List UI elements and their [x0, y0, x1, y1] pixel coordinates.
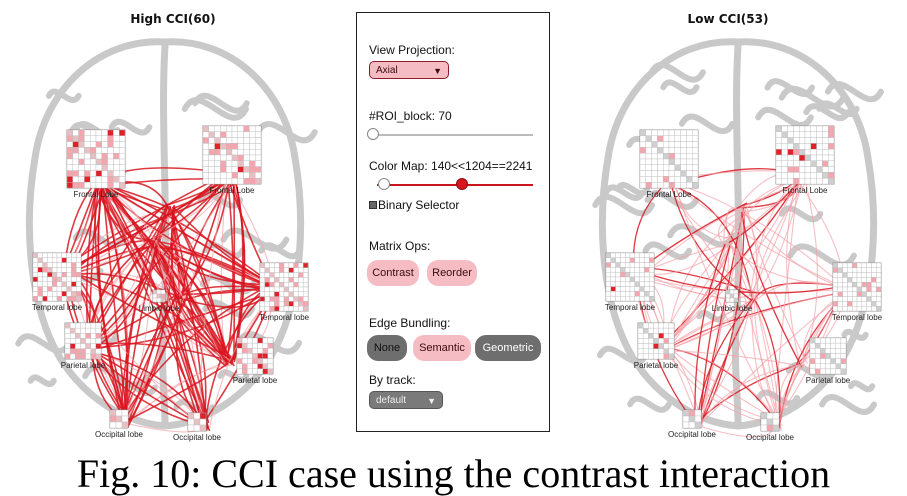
roi-matrix-parietal-l[interactable]: Parietal lobe: [634, 322, 679, 370]
semantic-button[interactable]: Semantic: [413, 335, 471, 361]
roi-matrix-occipital-r[interactable]: Occipital lobe: [173, 412, 222, 442]
matrix-label: Frontal Lobe: [647, 190, 692, 199]
contrast-button[interactable]: Contrast: [367, 260, 419, 286]
geometric-button[interactable]: Geometric: [475, 335, 541, 361]
matrix-label: Occipital lobe: [746, 433, 795, 442]
matrix-label: Occipital lobe: [668, 430, 717, 439]
roi-matrix-temporal-r[interactable]: Temporal lobe: [832, 262, 883, 322]
matrix-label: Temporal lobe: [605, 303, 656, 312]
color-map-slider[interactable]: [377, 184, 533, 186]
roi-matrix-parietal-r[interactable]: Parietal lobe: [233, 337, 278, 385]
matrix-ops-label: Matrix Ops:: [369, 239, 431, 253]
matrix-label: Frontal Lobe: [210, 186, 255, 195]
view-projection-value: Axial: [376, 65, 398, 76]
roi-matrix-parietal-r[interactable]: Parietal lobe: [806, 337, 851, 385]
roi-matrix-occipital-l[interactable]: Occipital lobe: [668, 409, 717, 439]
left-brain-view[interactable]: Frontal Lobe Frontal Lobe Temporal lobe Tem…: [5, 28, 330, 448]
matrix-label: Occipital lobe: [95, 430, 144, 439]
roi-matrix-parietal-l[interactable]: Parietal lobe: [61, 322, 106, 370]
view-projection-select[interactable]: Axial ▼: [369, 61, 449, 79]
roi-matrix-frontal-l[interactable]: Frontal Lobe: [66, 129, 126, 199]
roi-matrix-occipital-l[interactable]: Occipital lobe: [95, 409, 144, 439]
roi-matrix-temporal-l[interactable]: Temporal lobe: [605, 252, 656, 312]
roi-matrix-frontal-r[interactable]: Frontal Lobe: [775, 125, 835, 195]
matrix-label: Frontal Lobe: [783, 186, 828, 195]
brain-diagram: Frontal Lobe Frontal Lobe Temporal lobe Tem…: [15, 38, 318, 442]
matrix-label: Parietal lobe: [61, 361, 106, 370]
left-panel-title: High CCI(60): [130, 12, 216, 26]
roi-block-slider[interactable]: [369, 134, 533, 136]
color-map-high-handle[interactable]: [456, 178, 469, 190]
roi-matrix-limbic[interactable]: Limbic lobe: [712, 289, 753, 313]
by-track-select[interactable]: default ▼: [369, 391, 443, 409]
roi-matrix-limbic[interactable]: Limbic lobe: [139, 289, 180, 313]
roi-matrix-frontal-r[interactable]: Frontal Lobe: [202, 125, 262, 195]
reorder-button[interactable]: Reorder: [427, 260, 477, 286]
control-panel: View Projection: Axial ▼ #ROI_block: 70 …: [356, 12, 550, 432]
matrix-label: Parietal lobe: [233, 376, 278, 385]
by-track-label: By track:: [369, 373, 416, 387]
by-track-value: default: [376, 395, 407, 406]
roi-matrix-temporal-r[interactable]: Temporal lobe: [259, 262, 310, 322]
edge-bundling-label: Edge Bundling:: [369, 316, 451, 330]
roi-block-slider-handle[interactable]: [367, 128, 379, 140]
matrix-label: Frontal Lobe: [74, 190, 119, 199]
matrix-label: Temporal lobe: [832, 313, 883, 322]
none-button[interactable]: None: [367, 335, 407, 361]
right-panel-title: Low CCI(53): [687, 12, 769, 26]
binary-selector-checkbox[interactable]: [369, 201, 377, 209]
matrix-label: Limbic lobe: [712, 304, 753, 313]
figure-caption: Fig. 10: CCI case using the contrast int…: [76, 451, 831, 496]
roi-matrix-frontal-l[interactable]: Frontal Lobe: [639, 129, 699, 199]
matrix-label: Parietal lobe: [634, 361, 679, 370]
right-brain-view[interactable]: Frontal Lobe Frontal Lobe Temporal lobe Tem…: [578, 28, 903, 448]
matrix-label: Limbic lobe: [139, 304, 180, 313]
matrix-label: Temporal lobe: [32, 303, 83, 312]
roi-matrix-occipital-r[interactable]: Occipital lobe: [746, 412, 795, 442]
roi-block-label: #ROI_block: 70: [369, 109, 452, 123]
matrix-label: Parietal lobe: [806, 376, 851, 385]
chevron-down-icon: ▼: [433, 66, 442, 76]
binary-selector-label: Binary Selector: [378, 198, 460, 212]
view-projection-label: View Projection:: [369, 43, 455, 57]
color-map-low-handle[interactable]: [378, 178, 391, 190]
color-map-label: Color Map: 140<<1204==2241: [369, 159, 533, 173]
matrix-label: Occipital lobe: [173, 433, 222, 442]
matrix-label: Temporal lobe: [259, 313, 310, 322]
roi-matrix-temporal-l[interactable]: Temporal lobe: [32, 252, 83, 312]
chevron-down-icon: ▼: [427, 396, 436, 406]
brain-diagram: Frontal Lobe Frontal Lobe Temporal lobe Tem…: [592, 38, 884, 442]
